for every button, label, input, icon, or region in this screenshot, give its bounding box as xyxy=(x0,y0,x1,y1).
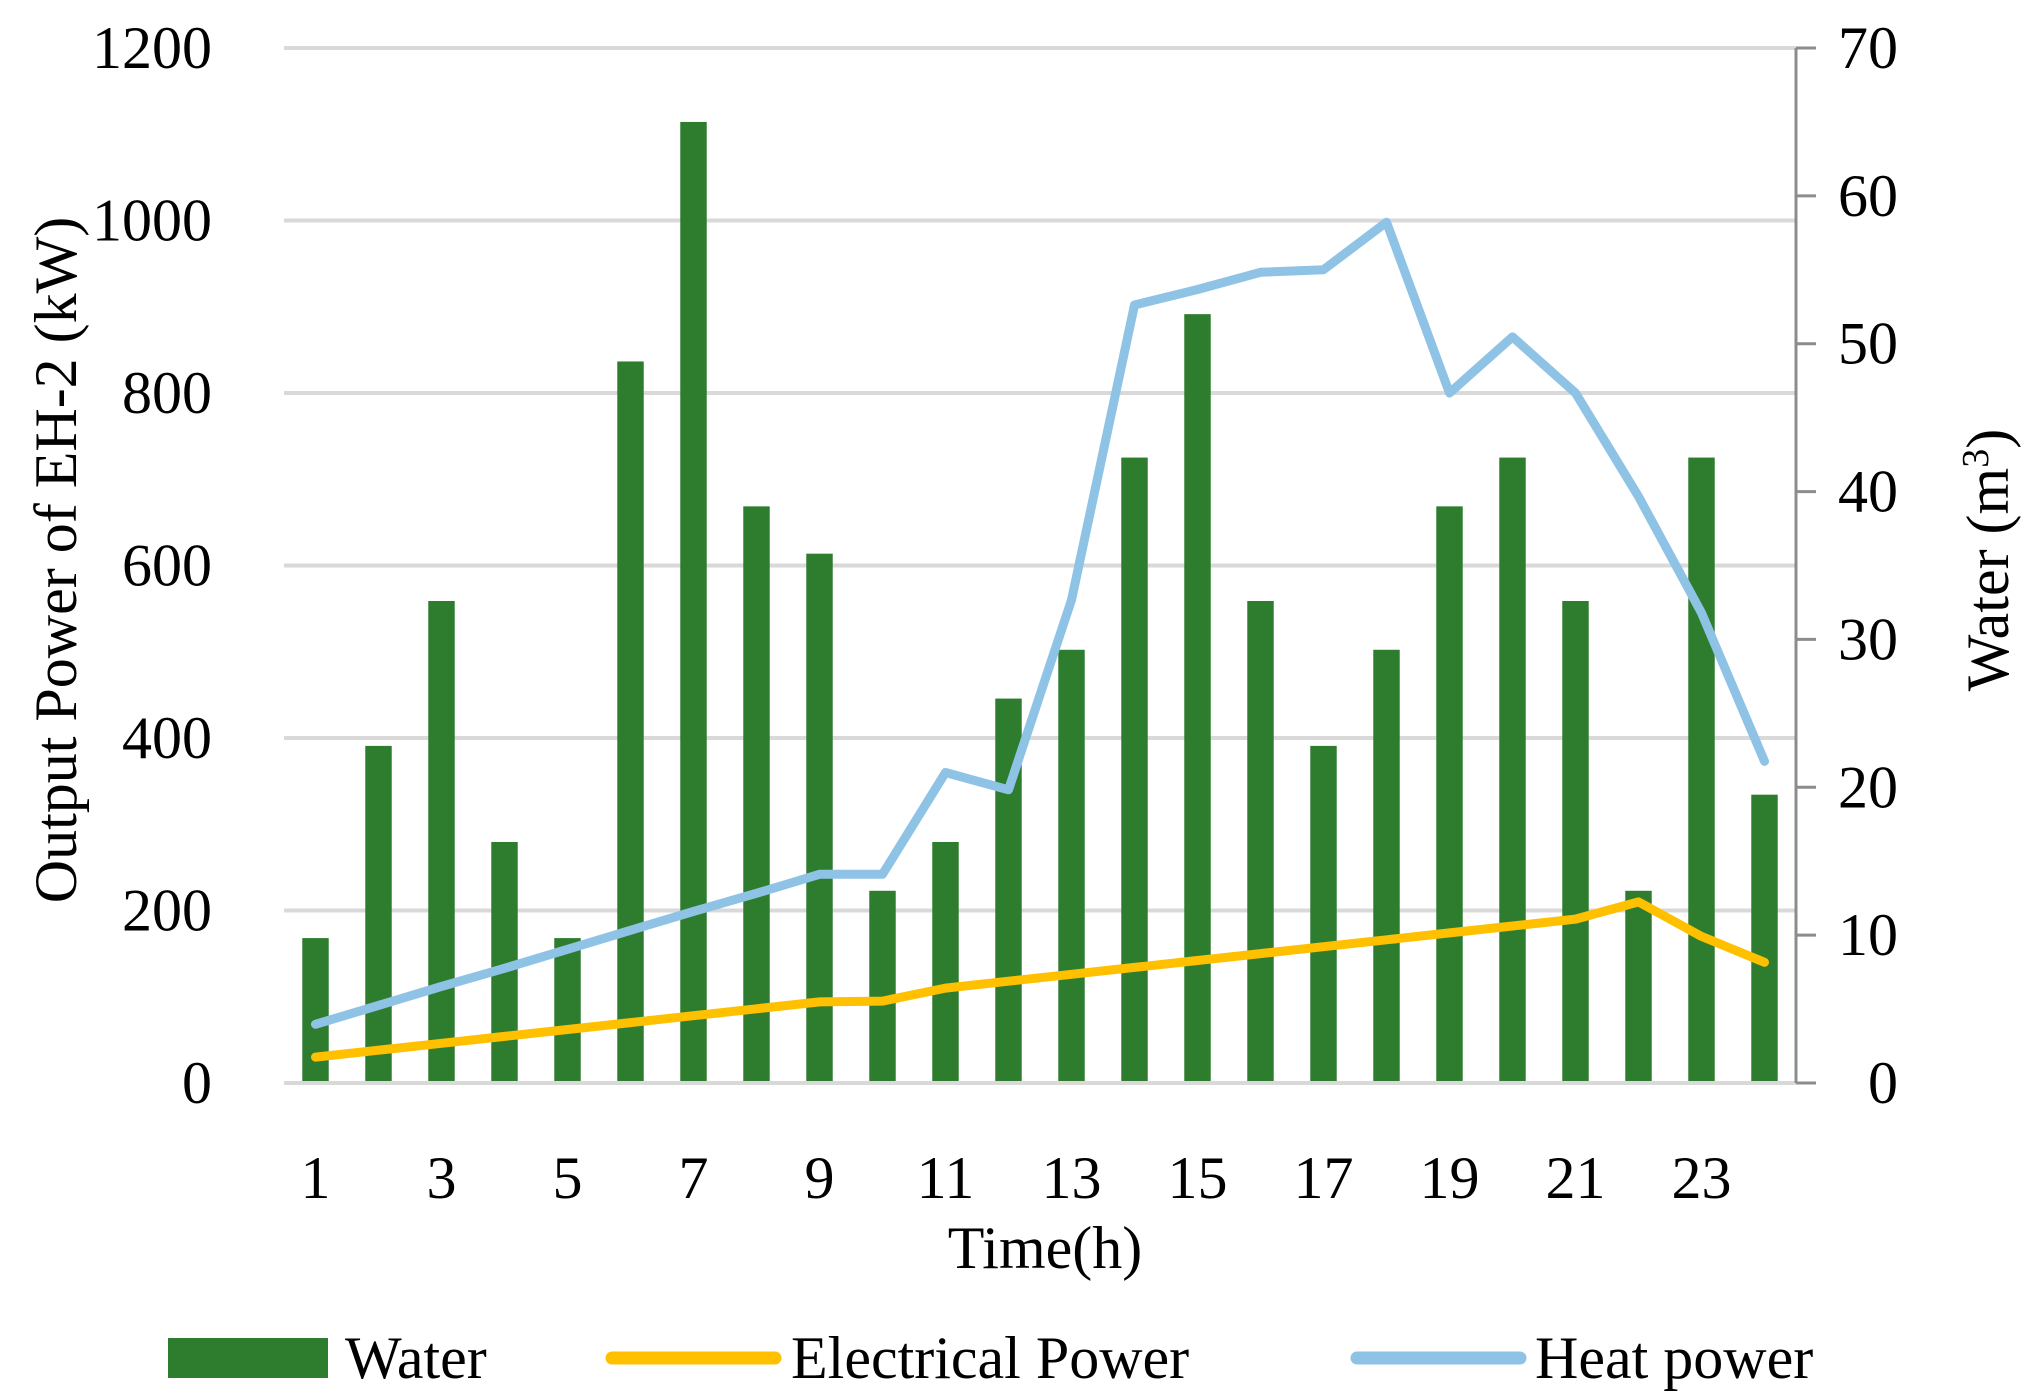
x-tick-label: 21 xyxy=(1546,1145,1606,1211)
right-y-tick-labels: 0 10 20 30 40 50 60 70 xyxy=(1838,15,1898,1116)
y-tick-label: 1000 xyxy=(92,188,212,254)
line-series xyxy=(311,217,1769,1062)
x-tick-label: 13 xyxy=(1042,1145,1102,1211)
water-bar xyxy=(1247,600,1274,1083)
axes xyxy=(284,46,1816,1085)
legend-label-water: Water xyxy=(345,1325,487,1391)
legend: Water Electrical Power Heat power xyxy=(168,1325,1813,1391)
water-bar xyxy=(1751,794,1778,1083)
legend-swatch-water xyxy=(168,1338,328,1378)
x-tick-label: 9 xyxy=(805,1145,835,1211)
right-y-axis-title-main: Water (m xyxy=(1955,468,2021,691)
water-bar xyxy=(932,841,959,1083)
y-tick-label: 400 xyxy=(122,705,212,771)
y-tick-label: 200 xyxy=(122,878,212,944)
water-bar xyxy=(1688,457,1715,1083)
water-bars xyxy=(302,121,1778,1084)
legend-label-heat-power: Heat power xyxy=(1535,1325,1813,1391)
y2-tick-label: 50 xyxy=(1838,311,1898,377)
y2-tick-label: 0 xyxy=(1868,1050,1898,1116)
series-line-electrical-power xyxy=(311,897,1769,1062)
y2-tick-label: 10 xyxy=(1838,902,1898,968)
x-axis-title: Time(h) xyxy=(948,1215,1142,1281)
y2-tick-label: 70 xyxy=(1838,15,1898,81)
x-tick-label: 15 xyxy=(1168,1145,1228,1211)
y2-tick-label: 30 xyxy=(1838,606,1898,672)
x-tick-label: 5 xyxy=(553,1145,583,1211)
water-bar xyxy=(617,361,644,1083)
water-bar xyxy=(1373,649,1400,1083)
x-tick-label: 23 xyxy=(1672,1145,1732,1211)
water-bar xyxy=(1058,649,1085,1083)
y-tick-label: 0 xyxy=(182,1050,212,1116)
y-tick-label: 800 xyxy=(122,360,212,426)
water-bar xyxy=(1562,600,1589,1083)
series-line-heat-power xyxy=(311,217,1769,1029)
water-bar xyxy=(1184,314,1211,1084)
x-tick-label: 7 xyxy=(679,1145,709,1211)
water-bar xyxy=(1121,457,1148,1083)
y-tick-label: 1200 xyxy=(92,15,212,81)
gridlines xyxy=(284,46,1796,913)
water-bar xyxy=(554,938,581,1083)
left-y-axis-title: Output Power of EH-2 (kW) xyxy=(23,217,89,904)
water-bar xyxy=(743,506,770,1083)
legend-label-electrical-power: Electrical Power xyxy=(791,1325,1189,1391)
x-tick-label: 19 xyxy=(1420,1145,1480,1211)
water-bar xyxy=(1499,457,1526,1083)
x-tick-label: 11 xyxy=(917,1145,975,1211)
right-y-axis-title-superscript: 3 xyxy=(1955,449,1997,468)
water-bar xyxy=(365,745,392,1083)
y2-tick-label: 20 xyxy=(1838,754,1898,820)
x-tick-label: 3 xyxy=(427,1145,457,1211)
y-tick-label: 600 xyxy=(122,533,212,599)
right-y-axis-title-end: ) xyxy=(1955,429,2021,449)
water-bar xyxy=(1436,506,1463,1083)
y2-tick-label: 60 xyxy=(1838,163,1898,229)
water-bar xyxy=(428,600,455,1083)
x-tick-labels: 1 3 5 7 9 11 13 15 17 19 21 23 xyxy=(301,1145,1732,1211)
water-bar xyxy=(1625,890,1652,1083)
water-bar xyxy=(869,890,896,1083)
x-tick-label: 1 xyxy=(301,1145,331,1211)
y2-tick-label: 40 xyxy=(1838,459,1898,525)
water-bar xyxy=(1310,745,1337,1083)
water-bar xyxy=(806,553,833,1083)
x-tick-label: 17 xyxy=(1294,1145,1354,1211)
right-y-axis-title: Water (m3) xyxy=(1955,429,2021,691)
left-y-tick-labels: 0 200 400 600 800 1000 1200 xyxy=(92,15,212,1116)
water-bar xyxy=(680,121,707,1083)
